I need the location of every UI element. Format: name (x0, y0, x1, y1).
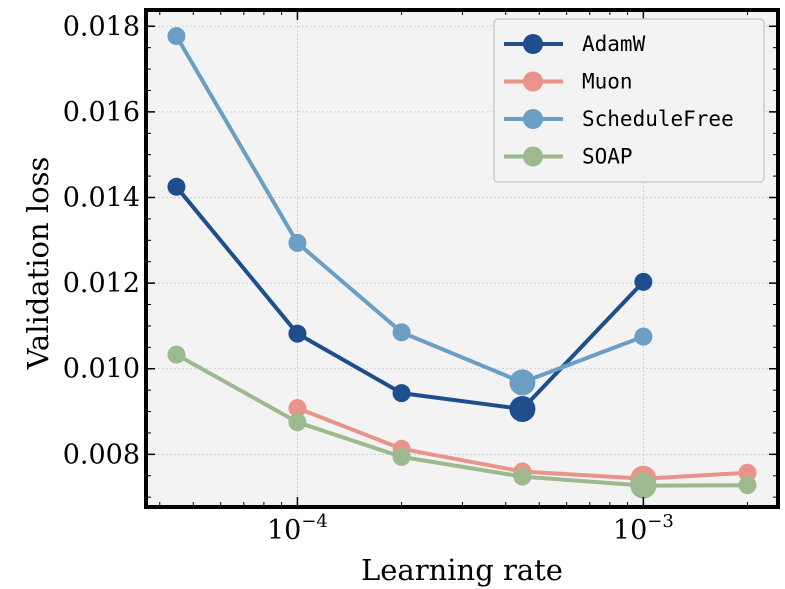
legend-box (493, 18, 765, 183)
data-point-soap (630, 472, 657, 499)
x-tick-label: 10−4 (267, 511, 328, 546)
legend-marker-adamw (523, 34, 543, 54)
legend-label-muon: Muon (582, 70, 633, 94)
y-tick-label: 0.018 (63, 11, 140, 42)
y-tick-label: 0.012 (63, 268, 140, 299)
data-point-muon (288, 399, 307, 418)
y-tick-label: 0.010 (63, 354, 140, 385)
data-point-soap (167, 345, 186, 364)
data-point-schedulefree (167, 27, 186, 46)
data-point-muon (738, 463, 757, 482)
x-tick-exponent: −4 (301, 511, 328, 532)
y-axis-label: Validation loss (21, 157, 55, 371)
legend-label-schedulefree: ScheduleFree (582, 107, 734, 131)
series-line-soap (175, 352, 748, 488)
data-point-schedulefree (509, 369, 536, 396)
data-point-schedulefree (288, 233, 307, 252)
data-point-adamw (392, 384, 411, 403)
legend-marker-soap (523, 146, 543, 167)
legend-marker-schedulefree (523, 109, 543, 129)
data-point-soap (288, 413, 307, 432)
y-tick-label: 0.014 (63, 182, 140, 213)
legend-label-adamw: AdamW (582, 32, 646, 56)
data-point-adamw (634, 272, 653, 291)
data-point-adamw (288, 324, 307, 343)
data-point-soap (513, 467, 532, 486)
data-point-adamw (167, 177, 186, 196)
data-point-schedulefree (634, 327, 653, 346)
legend-marker-muon (523, 71, 543, 92)
x-tick-base: 10 (613, 515, 647, 546)
x-tick-exponent: −3 (647, 511, 674, 532)
y-tick-label: 0.008 (63, 439, 140, 470)
x-tick-base: 10 (267, 515, 301, 546)
data-point-adamw (509, 395, 536, 422)
x-tick-label: 10−3 (613, 511, 674, 546)
x-axis-label: Learning rate (361, 553, 563, 587)
data-point-soap (392, 447, 411, 466)
data-point-schedulefree (392, 323, 411, 342)
y-tick-label: 0.016 (63, 97, 140, 128)
data-point-soap (738, 476, 757, 495)
legend: AdamW Muon ScheduleFree SOAP (493, 18, 765, 183)
legend-label-soap: SOAP (582, 145, 633, 169)
